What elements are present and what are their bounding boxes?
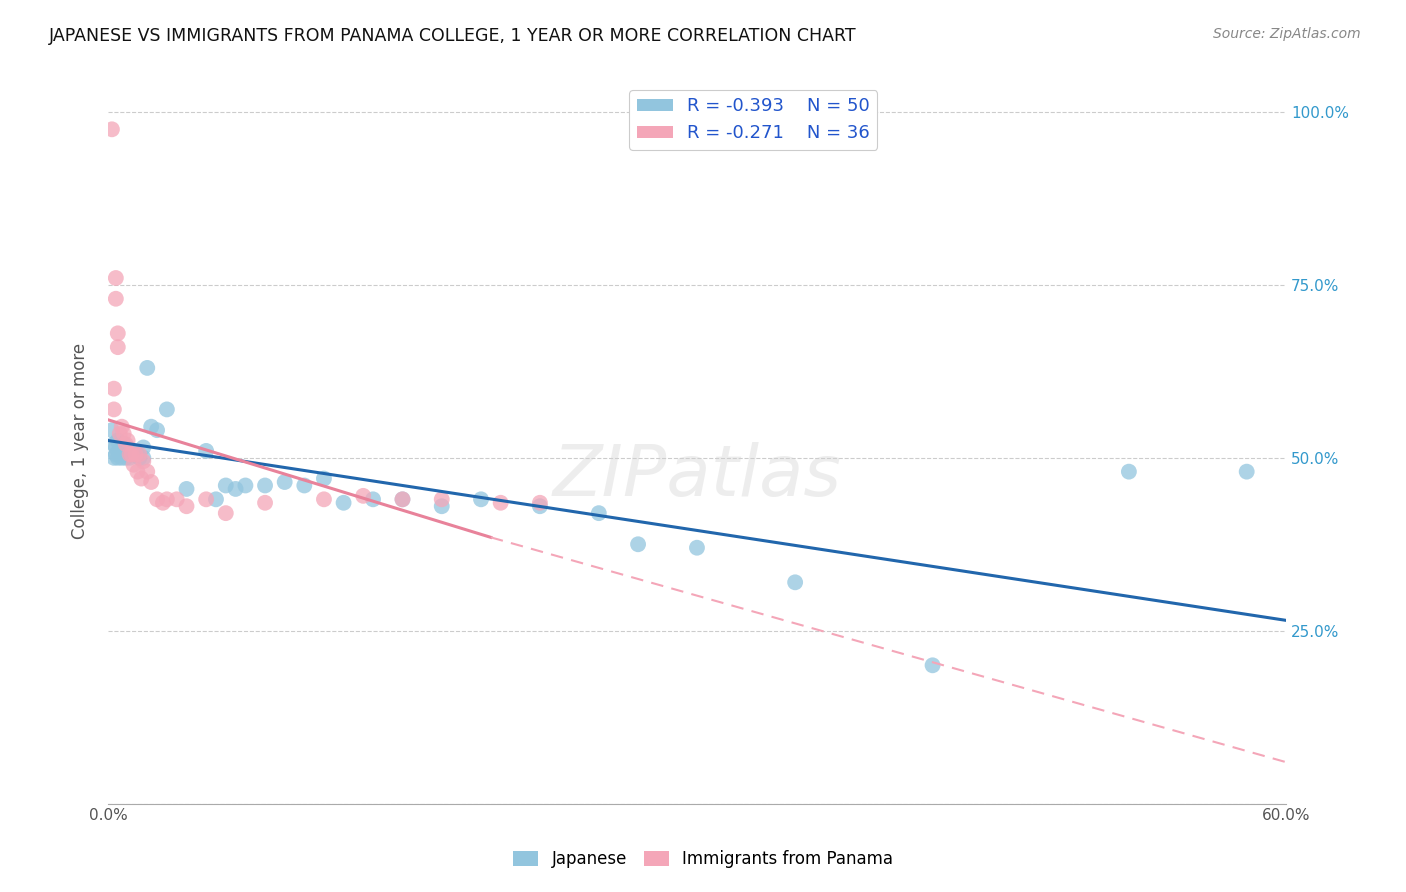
Point [166,492,188,507]
Point [489,496,512,510]
Point [686,541,709,555]
Point [361,492,384,507]
Point [235,478,257,492]
Point [108,437,131,451]
Point [104,271,127,285]
Point [1236,465,1258,479]
Point [588,506,610,520]
Point [117,434,139,448]
Point [111,441,134,455]
Point [132,450,155,465]
Point [215,478,238,492]
Point [146,492,169,507]
Point [785,575,807,590]
Point [156,402,179,417]
Point [111,450,134,465]
Point [127,465,149,479]
Point [136,465,159,479]
Point [104,447,127,461]
Point [195,443,218,458]
Point [254,496,277,510]
Text: ZIPatlas: ZIPatlas [553,442,841,511]
Text: JAPANESE VS IMMIGRANTS FROM PANAMA COLLEGE, 1 YEAR OR MORE CORRELATION CHART: JAPANESE VS IMMIGRANTS FROM PANAMA COLLE… [49,27,856,45]
Point [430,500,453,514]
Point [292,478,315,492]
Legend: R = -0.393    N = 50, R = -0.271    N = 36: R = -0.393 N = 50, R = -0.271 N = 36 [630,90,877,150]
Point [225,482,247,496]
Point [121,447,143,461]
Point [101,423,124,437]
Point [104,441,127,455]
Point [921,658,943,673]
Point [112,437,135,451]
Point [112,426,135,441]
Y-axis label: College, 1 year or more: College, 1 year or more [72,343,89,539]
Point [141,475,163,489]
Point [114,447,136,461]
Point [127,447,149,461]
Point [470,492,492,507]
Point [312,472,335,486]
Point [391,492,413,507]
Point [117,441,139,455]
Point [122,458,145,472]
Point [176,500,198,514]
Point [132,441,155,455]
Point [132,454,155,468]
Point [103,382,125,396]
Text: Source: ZipAtlas.com: Source: ZipAtlas.com [1213,27,1361,41]
Point [312,492,335,507]
Point [215,506,238,520]
Point [124,447,146,461]
Point [176,482,198,496]
Point [107,326,129,341]
Point [111,419,134,434]
Point [156,492,179,507]
Point [128,450,150,465]
Point [108,447,131,461]
Point [146,423,169,437]
Point [108,426,131,441]
Point [121,447,143,461]
Point [529,496,551,510]
Point [273,475,295,489]
Point [152,496,174,510]
Point [332,496,354,510]
Legend: Japanese, Immigrants from Panama: Japanese, Immigrants from Panama [506,844,900,875]
Point [103,450,125,465]
Point [107,434,129,448]
Point [195,492,218,507]
Point [205,492,228,507]
Point [118,447,141,461]
Point [430,492,453,507]
Point [114,437,136,451]
Point [128,447,150,461]
Point [114,450,136,465]
Point [141,419,163,434]
Point [104,292,127,306]
Point [391,492,413,507]
Point [101,122,124,136]
Point [103,437,125,451]
Point [108,441,131,455]
Point [254,478,277,492]
Point [107,450,129,465]
Point [529,500,551,514]
Point [122,443,145,458]
Point [352,489,374,503]
Point [131,472,153,486]
Point [118,450,141,465]
Point [136,360,159,375]
Point [107,340,129,354]
Point [627,537,650,551]
Point [1118,465,1140,479]
Point [103,402,125,417]
